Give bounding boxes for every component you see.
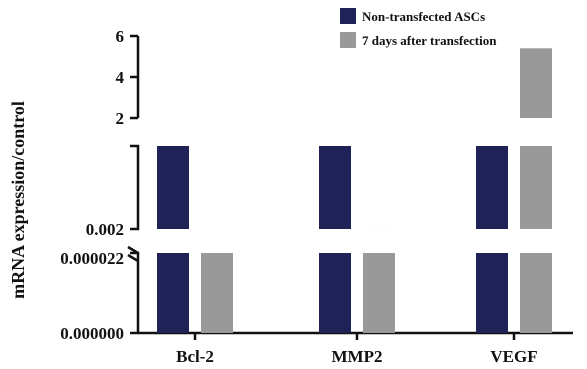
- category-label-bcl2: Bcl-2: [176, 347, 214, 366]
- axis-break-mark: [127, 245, 139, 263]
- bar-mmp2-series-1-seg-0: [363, 253, 395, 333]
- y-axis-middle-segment: [130, 144, 140, 231]
- y-tick-label: 0.002: [86, 220, 124, 239]
- bar-mmp2-series-0-seg-0: [319, 253, 351, 333]
- legend-label-after-transfection: 7 days after transfection: [362, 33, 497, 48]
- bar-vegf-series-0-seg-0: [476, 253, 508, 333]
- bar-vegf-series-0-seg-1: [476, 146, 508, 229]
- y-tick-label: 6: [116, 27, 125, 46]
- bar-vegf-series-1-seg-0: [520, 253, 552, 333]
- category-label-mmp2: MMP2: [332, 347, 383, 366]
- y-axis: [127, 34, 140, 335]
- y-tick-label: 4: [116, 68, 125, 87]
- legend-label-non-transfected: Non-transfected ASCs: [362, 9, 485, 24]
- y-tick-label: 2: [116, 109, 125, 128]
- legend-swatch-after-transfection: [340, 32, 356, 48]
- legend: Non-transfected ASCs 7 days after transf…: [340, 8, 497, 48]
- legend-swatch-non-transfected: [340, 8, 356, 24]
- bar-vegf-series-1-seg-1: [520, 146, 552, 229]
- bar-mmp2-series-0-seg-1: [319, 146, 351, 229]
- category-label-vegf: VEGF: [490, 347, 537, 366]
- bar-bcl-2-series-1-seg-0: [201, 253, 233, 333]
- y-axis-bottom-segment: [130, 251, 140, 335]
- y-tick-labels: 6 4 2 0.002 0.000022 0.000000: [60, 27, 124, 343]
- y-axis-top-segment: [130, 34, 140, 120]
- x-tick-labels: Bcl-2 MMP2 VEGF: [176, 347, 538, 366]
- bar-vegf-series-1-seg-2: [520, 48, 552, 118]
- y-axis-title: mRNA expression/control: [8, 101, 28, 299]
- y-tick-label: 0.000000: [60, 324, 124, 343]
- bars: [157, 48, 552, 333]
- x-tick-marks: [193, 333, 516, 340]
- bar-bcl-2-series-0-seg-0: [157, 253, 189, 333]
- bar-bcl-2-series-0-seg-1: [157, 146, 189, 229]
- y-tick-label: 0.000022: [60, 249, 124, 268]
